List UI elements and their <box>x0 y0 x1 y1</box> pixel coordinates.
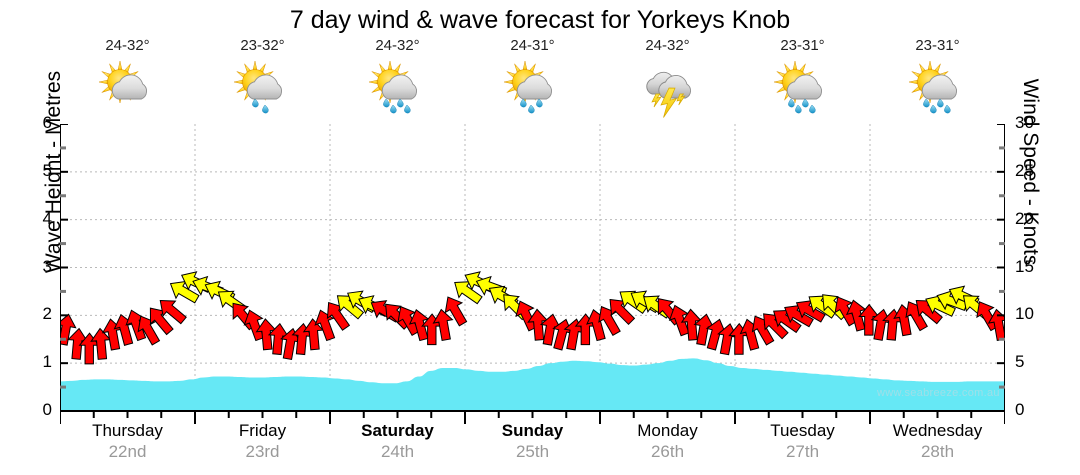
day-name: Thursday <box>92 421 163 440</box>
day-name: Friday <box>238 421 287 440</box>
weather-icon-svg <box>233 60 282 114</box>
y-tick-left-1: 1 <box>42 352 52 372</box>
weather-icon-svg <box>503 60 552 114</box>
y-tick-left-0: 0 <box>42 400 52 419</box>
sun-behind-rain-cloud-icon <box>735 58 870 120</box>
wind-arrow <box>302 318 324 351</box>
wind-arrow <box>60 313 77 346</box>
day-date: 24th <box>380 442 415 461</box>
wind-arrow <box>397 305 421 337</box>
weather-icon-svg <box>908 60 957 114</box>
watermark: www.seabreeze.com.au <box>877 387 1000 399</box>
day-name: Wednesday <box>892 421 983 440</box>
day-label-sunday: Sunday 25th <box>465 420 600 462</box>
weather-icon-svg <box>98 60 147 104</box>
day-header-monday: 24-32° <box>600 38 735 120</box>
day-date: 27th <box>785 442 820 461</box>
wind-arrow-group <box>60 271 1005 365</box>
temperature-range: 23-31° <box>915 37 960 54</box>
weather-icon-svg <box>645 71 691 118</box>
temperature-range: 24-32° <box>645 37 690 54</box>
day-date: 25th <box>515 442 550 461</box>
wind-arrow <box>976 301 999 332</box>
wind-arrow <box>668 304 690 337</box>
temperature-range: 24-31° <box>510 37 555 54</box>
day-date: 28th <box>920 442 955 461</box>
wind-arrow <box>619 290 649 314</box>
day-header-sunday: 24-31° <box>465 38 600 120</box>
day-date: 23rd <box>245 442 280 461</box>
temperature-range: 23-32° <box>240 37 285 54</box>
day-label-friday: Friday 23rd <box>195 420 330 462</box>
wind-arrow <box>137 315 161 346</box>
y-tick-right-15: 15 <box>1015 256 1034 276</box>
y-tick-left-4: 4 <box>42 208 52 228</box>
y-tick-right-10: 10 <box>1015 304 1034 324</box>
wind-arrow <box>834 296 858 327</box>
plot-svg <box>60 124 1005 424</box>
plot-area <box>60 124 1005 424</box>
weather-icon-svg <box>773 60 822 114</box>
wave-height-area <box>60 358 1005 411</box>
day-label-tuesday: Tuesday 27th <box>735 420 870 462</box>
day-name: Monday <box>637 421 698 440</box>
wind-arrow <box>314 309 336 342</box>
wind-arrow <box>515 300 538 332</box>
sun-behind-rain-cloud-icon <box>195 58 330 120</box>
sun-behind-rain-cloud-icon <box>870 58 1005 120</box>
y-tick-right-20: 20 <box>1015 208 1034 228</box>
wind-arrow <box>432 308 454 342</box>
temperature-range: 24-32° <box>105 37 150 54</box>
temperature-range: 23-31° <box>780 37 825 54</box>
day-name: Tuesday <box>770 421 835 440</box>
y-tick-right-5: 5 <box>1015 352 1025 372</box>
sun-behind-rain-cloud-icon <box>330 58 465 120</box>
wind-arrow <box>243 309 265 342</box>
weather-icon-svg <box>368 60 417 114</box>
y-tick-left-6: 6 <box>42 113 52 132</box>
wind-arrow <box>598 305 621 337</box>
day-date: 22nd <box>108 442 147 461</box>
wind-arrow <box>444 296 468 327</box>
temperature-range: 24-32° <box>375 37 420 54</box>
wind-arrow <box>159 299 187 325</box>
day-label-thursday: Thursday 22nd <box>60 420 195 462</box>
day-name: Saturday <box>361 421 434 440</box>
sun-behind-rain-cloud-icon <box>465 58 600 120</box>
y-tick-right-0: 0 <box>1015 400 1025 419</box>
thunderstorm-cloud-icon <box>600 58 735 120</box>
day-header-wednesday: 23-31° <box>870 38 1005 120</box>
y-tick-left-2: 2 <box>42 304 52 324</box>
y-tick-left-3: 3 <box>42 256 52 276</box>
day-name: Sunday <box>501 421 564 440</box>
page-title: 7 day wind & wave forecast for Yorkeys K… <box>289 6 791 34</box>
day-header-thursday: 24-32° <box>60 38 195 120</box>
day-header-tuesday: 23-31° <box>735 38 870 120</box>
sun-behind-cloud-icon <box>60 58 195 120</box>
day-label-wednesday: Wednesday 28th <box>870 420 1005 462</box>
day-date: 26th <box>650 442 685 461</box>
day-header-saturday: 24-32° <box>330 38 465 120</box>
day-label-monday: Monday 26th <box>600 420 735 462</box>
y-tick-right-30: 30 <box>1015 113 1034 132</box>
day-header-friday: 23-32° <box>195 38 330 120</box>
y-tick-left-5: 5 <box>42 160 52 180</box>
day-label-saturday: Saturday 24th <box>330 420 465 462</box>
y-tick-right-25: 25 <box>1015 160 1034 180</box>
